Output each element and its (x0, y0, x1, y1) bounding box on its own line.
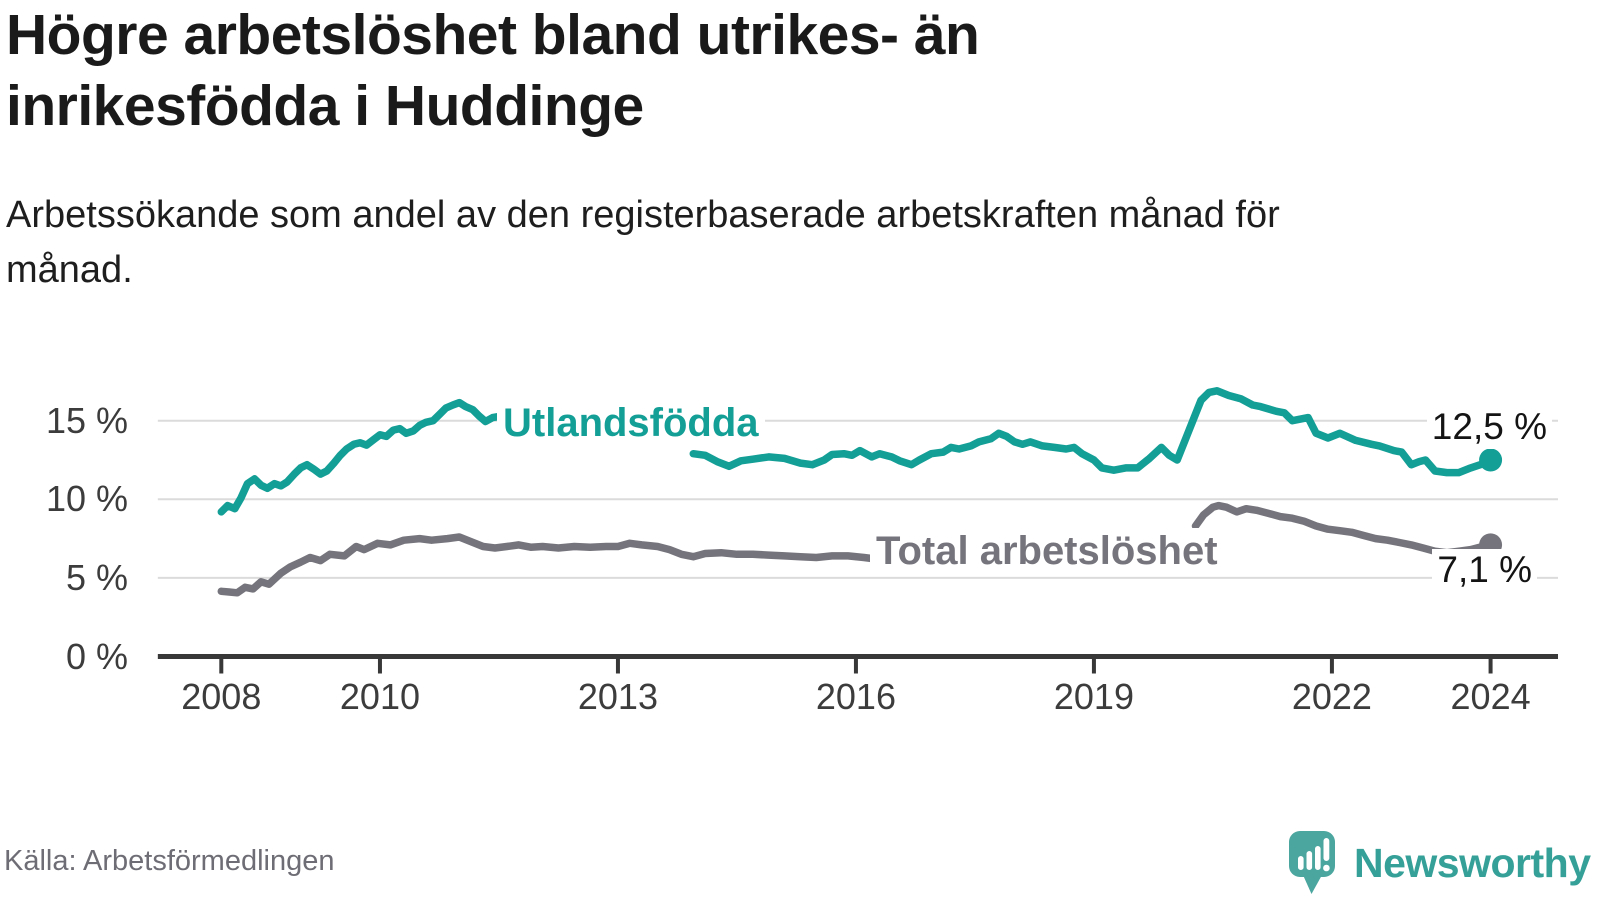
series-line-0 (689, 387, 1495, 477)
series-line-0 (217, 398, 506, 516)
x-tick-label: 2019 (1053, 676, 1134, 717)
series-label-total-arbetsloshet: Total arbetslöshet (870, 528, 1224, 574)
x-tick-label: 2016 (815, 676, 896, 717)
x-tick-label: 2013 (577, 676, 658, 717)
x-tick-label: 2024 (1450, 676, 1531, 717)
y-tick-label: 15 % (45, 399, 128, 441)
chart-subtitle: Arbetssökande som andel av den registerb… (6, 194, 1280, 292)
y-tick-label: 5 % (65, 556, 128, 598)
newsworthy-logo-icon (1289, 831, 1335, 894)
newsworthy-logo: Newsworthy (1288, 830, 1591, 896)
end-value-label-total-arbetsloshet: 7,1 % (1432, 549, 1537, 592)
series-line-1 (217, 533, 880, 597)
x-tick-label: 2008 (181, 676, 262, 717)
source-text: Källa: Arbetsförmedlingen (4, 845, 335, 877)
series-end-dot-0 (1479, 448, 1503, 472)
chart-title: Högre arbetslöshet bland utrikes- än inr… (6, 3, 980, 138)
x-tick-label: 2010 (339, 676, 420, 717)
series-label-utlandsfodda: Utlandsfödda (497, 400, 765, 446)
x-tick-label: 2022 (1291, 676, 1372, 717)
y-tick-label: 0 % (65, 635, 128, 677)
y-tick-label: 10 % (45, 478, 128, 520)
series-line-1 (1191, 501, 1495, 557)
newsworthy-logo-text: Newsworthy (1354, 839, 1591, 886)
end-value-label-utlandsfodda: 12,5 % (1426, 406, 1552, 449)
